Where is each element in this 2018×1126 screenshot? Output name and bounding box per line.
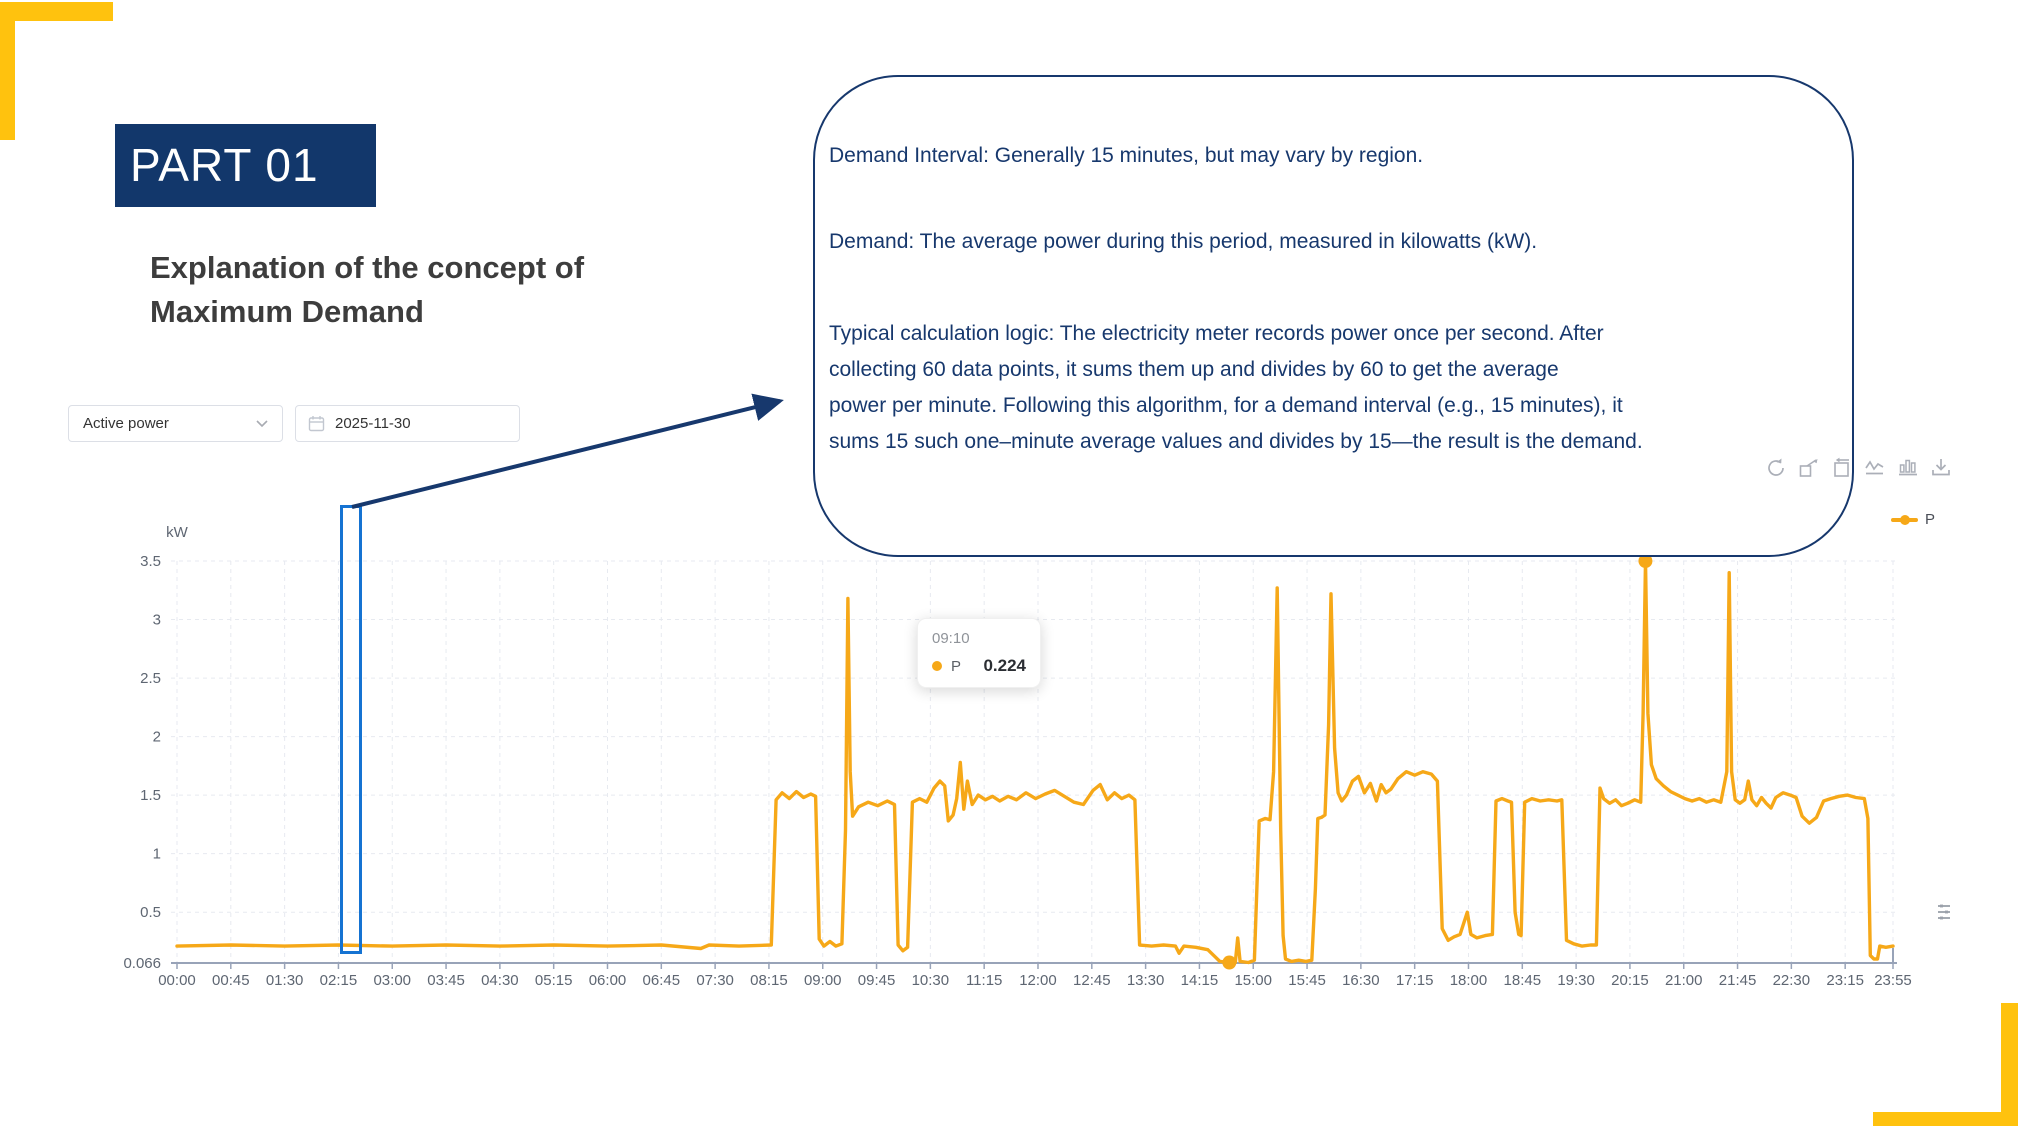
- part-title-box: PART 01: [115, 124, 376, 207]
- callout-paragraph: Typical calculation logic: The electrici…: [829, 322, 1643, 453]
- x-axis-label: 21:45: [1719, 972, 1757, 989]
- tooltip-time: 09:10: [932, 630, 970, 647]
- x-axis-label: 16:30: [1342, 972, 1380, 989]
- y-axis-label: 2: [153, 729, 161, 746]
- tooltip-value: 0.224: [983, 656, 1026, 675]
- y-axis-label: 2.5: [140, 670, 161, 687]
- bar-chart-icon[interactable]: [1896, 456, 1920, 480]
- series-line-P[interactable]: [175, 559, 1895, 965]
- x-axis-label: 10:30: [912, 972, 950, 989]
- y-axis-label: 3: [153, 612, 161, 629]
- tooltip-series-dot-icon: [932, 661, 942, 671]
- x-axis-label: 21:00: [1665, 972, 1703, 989]
- list-icon[interactable]: [1936, 901, 1952, 925]
- x-axis-label: 03:45: [427, 972, 465, 989]
- legend-line-marker-icon: [1891, 514, 1918, 525]
- x-axis-label: 04:30: [481, 972, 519, 989]
- restore-icon[interactable]: [1830, 456, 1854, 480]
- corner-accent-top-left-horizontal: [0, 2, 113, 21]
- slide-heading: Explanation of the concept of Maximum De…: [150, 246, 620, 334]
- x-axis-label: 15:00: [1234, 972, 1272, 989]
- x-axis-label: 03:00: [373, 972, 411, 989]
- part-title: PART 01: [130, 139, 319, 191]
- callout-paragraph: Demand Interval: Generally 15 minutes, b…: [829, 144, 1424, 167]
- x-axis-label: 07:30: [696, 972, 734, 989]
- x-axis-label: 06:45: [643, 972, 681, 989]
- x-axis-label: 19:30: [1557, 972, 1595, 989]
- y-axis-label: 0.5: [140, 904, 161, 921]
- x-axis-label: 08:15: [750, 972, 788, 989]
- y-axis-label: 0.066: [123, 955, 161, 972]
- x-axis-label: 17:15: [1396, 972, 1434, 989]
- x-axis-label: 05:15: [535, 972, 573, 989]
- corner-accent-bottom-right-horizontal: [1873, 1112, 2018, 1126]
- x-axis-label: 09:00: [804, 972, 842, 989]
- marked-data-point[interactable]: [1222, 955, 1237, 970]
- metric-select[interactable]: Active power: [68, 405, 283, 442]
- line-chart-icon[interactable]: [1863, 456, 1887, 480]
- x-axis-label: 15:45: [1288, 972, 1326, 989]
- corner-accent-bottom-right-vertical: [2001, 1003, 2018, 1126]
- slide-heading-line1: Explanation of the concept of: [150, 250, 585, 285]
- slide-heading-line2: Maximum Demand: [150, 294, 424, 329]
- x-axis-label: 00:00: [158, 972, 196, 989]
- tooltip-series-name: P: [951, 657, 962, 675]
- x-axis-label: 02:15: [320, 972, 358, 989]
- x-axis-label: 18:00: [1450, 972, 1488, 989]
- calendar-icon: [308, 416, 325, 432]
- x-axis-label: 14:15: [1181, 972, 1219, 989]
- download-icon[interactable]: [1929, 456, 1953, 480]
- x-axis-label: 12:00: [1019, 972, 1057, 989]
- metric-select-value: Active power: [83, 415, 169, 432]
- chevron-down-icon: [256, 419, 268, 427]
- y-axis-label: 1: [153, 846, 161, 863]
- x-axis-label: 20:15: [1611, 972, 1649, 989]
- y-axis-name: kW: [166, 524, 189, 541]
- data-zoom-icon[interactable]: [1797, 456, 1821, 480]
- x-axis-label: 09:45: [858, 972, 896, 989]
- y-axis-label: 1.5: [140, 787, 161, 804]
- x-axis-label: 12:45: [1073, 972, 1111, 989]
- chart-toolbox: [1764, 456, 1953, 480]
- x-axis-label: 18:45: [1504, 972, 1542, 989]
- x-axis-label: 13:30: [1127, 972, 1165, 989]
- x-axis-label: 11:15: [966, 972, 1002, 989]
- x-axis-label: 00:45: [212, 972, 250, 989]
- callout-paragraph: Demand: The average power during this pe…: [829, 230, 1538, 253]
- x-axis-label: 23:55: [1874, 972, 1912, 989]
- x-axis-label: 06:00: [589, 972, 627, 989]
- legend-item-P[interactable]: P: [1891, 511, 1935, 528]
- y-axis-label: 3.5: [140, 553, 161, 570]
- refresh-icon[interactable]: [1764, 456, 1788, 480]
- legend-label: P: [1925, 511, 1936, 528]
- x-axis-label: 01:30: [266, 972, 304, 989]
- x-axis-label: 23:15: [1826, 972, 1864, 989]
- corner-accent-top-left-vertical: [0, 2, 15, 140]
- chart-tooltip: 09:10 P 0.224: [917, 618, 1041, 688]
- demand-interval-highlight-rect: [339, 505, 363, 954]
- x-axis-label: 22:30: [1773, 972, 1811, 989]
- callout-bubble: [813, 75, 1854, 557]
- callout-text: Demand Interval: Generally 15 minutes, b…: [829, 75, 1839, 460]
- marked-data-point[interactable]: [1638, 554, 1653, 568]
